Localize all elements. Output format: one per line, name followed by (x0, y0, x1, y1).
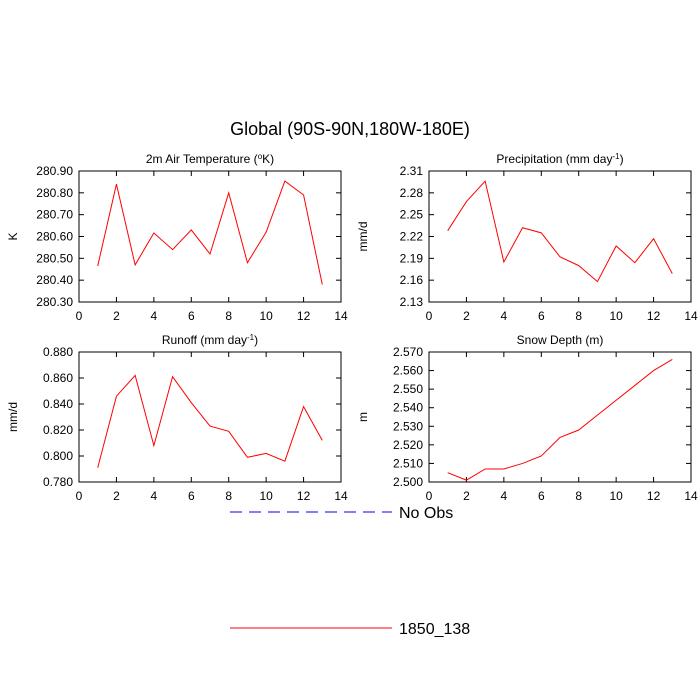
x-tick-label: 14 (334, 489, 348, 503)
x-tick-label: 4 (151, 489, 158, 503)
x-tick-label: 4 (501, 489, 508, 503)
title-part: ) (254, 333, 258, 347)
x-tick-label: 10 (259, 489, 273, 503)
x-tick-label: 0 (426, 489, 433, 503)
x-tick-label: 6 (188, 309, 195, 323)
y-tick-label: 2.22 (400, 230, 424, 244)
title-part: Runoff (mm day (162, 333, 247, 347)
title-part: Precipitation (mm day (496, 152, 612, 166)
data-line (447, 180, 673, 283)
y-tick-label: 2.31 (400, 164, 424, 178)
y-tick-label: 2.540 (393, 401, 423, 415)
legend-label: No Obs (399, 505, 453, 522)
x-tick-label: 14 (334, 309, 348, 323)
x-tick-label: 4 (501, 309, 508, 323)
x-tick-label: 14 (684, 489, 698, 503)
panel-title: Snow Depth (m) (517, 333, 604, 347)
x-tick-label: 8 (225, 309, 232, 323)
title-part: o (258, 152, 263, 161)
y-tick-label: 2.16 (400, 273, 424, 287)
x-tick-label: 2 (463, 309, 470, 323)
y-tick-label: 280.60 (36, 230, 73, 244)
x-tick-label: 12 (297, 489, 311, 503)
data-line (447, 358, 673, 481)
y-axis-label: m (356, 412, 370, 422)
y-axis-label: mm/d (356, 222, 370, 252)
title-part: K) (262, 152, 274, 166)
y-tick-label: 0.840 (43, 397, 73, 411)
x-tick-label: 10 (609, 309, 623, 323)
plot-frame (428, 170, 692, 303)
x-tick-label: 12 (297, 309, 311, 323)
y-tick-label: 2.510 (393, 456, 423, 470)
y-tick-label: 0.780 (43, 475, 73, 489)
title-part: -1 (612, 152, 620, 161)
y-tick-label: 0.860 (43, 371, 73, 385)
legend-label: 1850_138 (399, 621, 470, 638)
y-tick-label: 280.90 (36, 164, 73, 178)
y-tick-label: 280.30 (36, 295, 73, 309)
x-tick-label: 10 (609, 489, 623, 503)
x-tick-label: 2 (113, 309, 120, 323)
plot-frame (428, 351, 692, 483)
title-part: ) (620, 152, 624, 166)
x-tick-label: 4 (151, 309, 158, 323)
panel-title: Precipitation (mm day-1) (496, 152, 623, 167)
x-tick-label: 2 (113, 489, 120, 503)
y-tick-label: 280.80 (36, 186, 73, 200)
y-axis-label: K (6, 232, 20, 240)
title-part: Snow Depth (m) (517, 333, 604, 347)
y-tick-label: 2.500 (393, 475, 423, 489)
x-tick-label: 10 (259, 309, 273, 323)
x-tick-label: 14 (684, 309, 698, 323)
y-tick-label: 2.560 (393, 364, 423, 378)
y-tick-label: 0.820 (43, 423, 73, 437)
x-tick-label: 2 (463, 489, 470, 503)
y-tick-label: 2.530 (393, 419, 423, 433)
x-tick-label: 0 (76, 309, 83, 323)
y-tick-label: 0.800 (43, 449, 73, 463)
y-tick-label: 2.520 (393, 438, 423, 452)
title-part: 2m Air Temperature ( (146, 152, 258, 166)
x-tick-label: 12 (647, 489, 661, 503)
title-part: -1 (247, 333, 255, 342)
y-tick-label: 280.50 (36, 251, 73, 265)
y-tick-label: 2.28 (400, 186, 424, 200)
panel-title: 2m Air Temperature (oK) (146, 152, 274, 167)
x-tick-label: 6 (538, 309, 545, 323)
x-tick-label: 0 (76, 489, 83, 503)
plot-frame (78, 351, 342, 483)
x-tick-label: 8 (575, 489, 582, 503)
y-tick-label: 0.880 (43, 345, 73, 359)
data-line (97, 180, 323, 285)
panel-title: Runoff (mm day-1) (162, 333, 258, 348)
figure-title: Global (90S-90N,180W-180E) (230, 119, 470, 139)
x-tick-label: 8 (225, 489, 232, 503)
y-tick-label: 2.13 (400, 295, 424, 309)
x-tick-label: 6 (188, 489, 195, 503)
x-tick-label: 0 (426, 309, 433, 323)
y-axis-label: mm/d (6, 402, 20, 432)
x-tick-label: 12 (647, 309, 661, 323)
x-tick-label: 8 (575, 309, 582, 323)
y-tick-label: 280.40 (36, 273, 73, 287)
data-line (97, 374, 323, 468)
y-tick-label: 2.19 (400, 251, 424, 265)
y-tick-label: 2.25 (400, 208, 424, 222)
y-tick-label: 2.550 (393, 382, 423, 396)
x-tick-label: 6 (538, 489, 545, 503)
y-tick-label: 280.70 (36, 208, 73, 222)
y-tick-label: 2.570 (393, 345, 423, 359)
